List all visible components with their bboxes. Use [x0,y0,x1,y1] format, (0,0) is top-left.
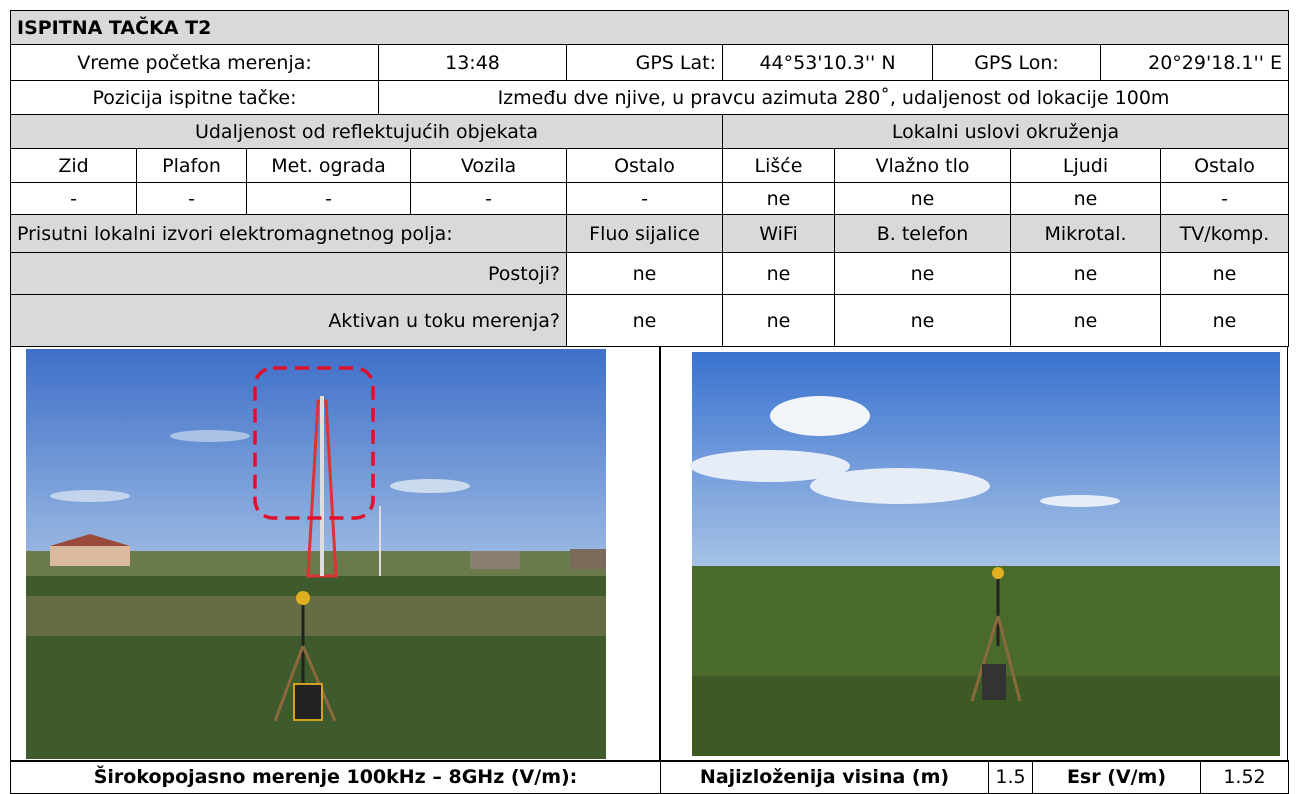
column-header: Zid [10,148,137,183]
measurement-label: Širokopojasno merenje 100kHz – 8GHz (V/m… [10,760,661,794]
value: - [246,182,411,215]
column-header: Ostalo [566,148,723,183]
column-header: Plafon [136,148,247,183]
section-header: Udaljenost od reflektujućih objekata [10,114,723,149]
label: Vreme početka merenja: [10,44,379,81]
value: 20°29'18.1'' E [1100,44,1289,81]
column-header: Lišće [722,148,835,183]
label: Najizloženija visina (m) [660,760,989,794]
column-header: Mikrotal. [1010,214,1161,253]
value: ne [722,294,835,347]
section-header: Lokalni uslovi okruženja [722,114,1289,149]
label: Esr (V/m) [1032,760,1201,794]
column-header: WiFi [722,214,835,253]
value: ne [1160,252,1289,295]
title: ISPITNA TAČKA T2 [10,10,1289,45]
row-label: Postoji? [10,252,567,295]
value: ne [1010,182,1161,215]
value: ne [834,252,1011,295]
label: Pozicija ispitne tačke: [10,80,379,115]
value: - [410,182,567,215]
value: Između dve njive, u pravcu azimuta 280˚,… [378,80,1289,115]
value: - [136,182,247,215]
value: - [10,182,137,215]
value: ne [1010,252,1161,295]
photo-right-cell [660,346,1288,762]
column-header: Met. ograda [246,148,411,183]
value: 1.5 [988,760,1033,794]
row-label: Aktivan u toku merenja? [10,294,567,347]
value: ne [834,182,1011,215]
value: - [566,182,723,215]
column-header: Fluo sijalice [566,214,723,253]
value: - [1160,182,1289,215]
section-header: Prisutni lokalni izvori elektromagnetnog… [10,214,567,253]
column-header: Vlažno tlo [834,148,1011,183]
value: 1.52 [1200,760,1289,794]
value: 44°53'10.3'' N [722,44,933,81]
value: ne [1160,294,1289,347]
label: GPS Lon: [932,44,1101,81]
photo-left-cell [10,346,660,762]
value: ne [722,182,835,215]
column-header: Ljudi [1010,148,1161,183]
value: ne [834,294,1011,347]
value: ne [566,294,723,347]
column-header: Vozila [410,148,567,183]
label: GPS Lat: [566,44,723,81]
value: ne [722,252,835,295]
column-header: B. telefon [834,214,1011,253]
column-header: Ostalo [1160,148,1289,183]
value: ne [1010,294,1161,347]
value: 13:48 [378,44,567,81]
value: ne [566,252,723,295]
column-header: TV/komp. [1160,214,1289,253]
